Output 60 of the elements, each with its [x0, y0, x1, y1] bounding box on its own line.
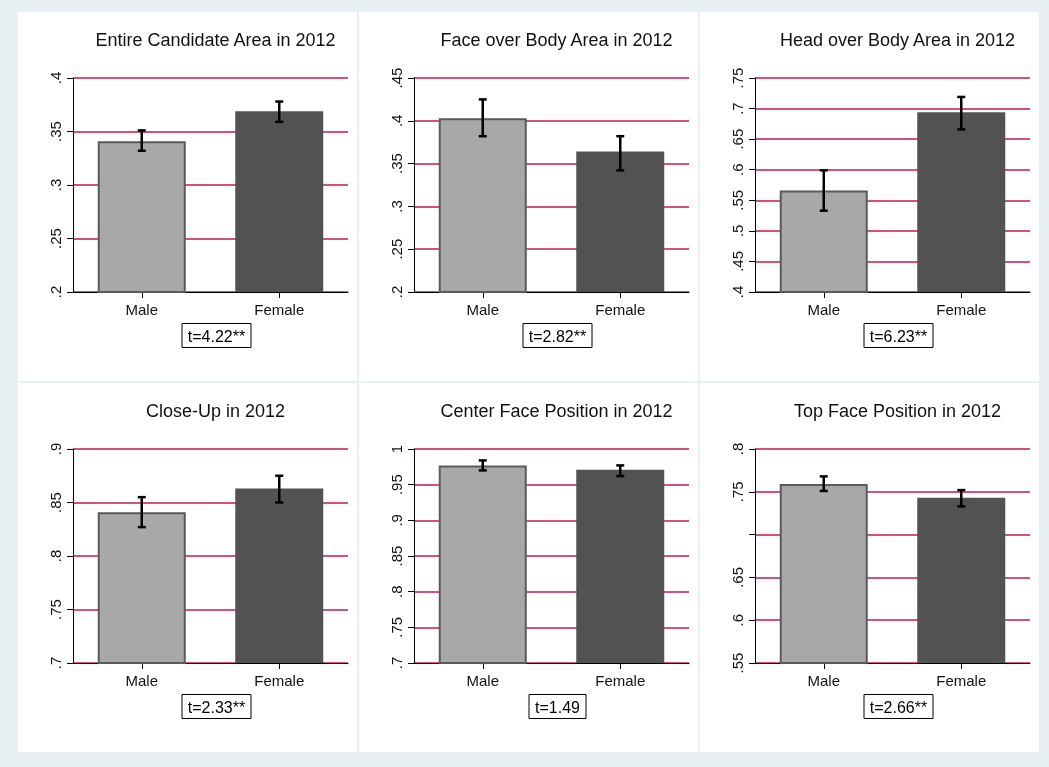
x-tick-label: Male [807, 672, 841, 689]
y-tick-label: .7 [729, 102, 746, 115]
y-tick-label: .3 [388, 200, 405, 213]
y-tick-label: .95 [388, 474, 405, 496]
y-tick-label: .8 [47, 549, 64, 563]
y-tick-label: .8 [388, 585, 405, 598]
y-tick-label: .4 [47, 71, 64, 85]
y-tick-label: .75 [388, 616, 405, 638]
chart-title: Entire Candidate Area in 2012 [95, 30, 336, 50]
y-tick-label: .7 [47, 656, 64, 670]
chart-title: Head over Body Area in 2012 [779, 30, 1016, 50]
y-tick-label: 1 [388, 444, 405, 454]
y-tick-label: .2 [388, 285, 405, 299]
y-tick-label: .75 [729, 481, 746, 503]
text: t=4.22** [187, 327, 246, 345]
x-tick-label: Female [254, 301, 305, 318]
y-tick-label: .4 [388, 114, 405, 128]
y-tick-label: .25 [388, 238, 405, 260]
y-tick-label: .55 [729, 189, 746, 211]
y-tick-label: .35 [388, 153, 405, 175]
y-tick-label: .4 [729, 285, 746, 299]
text: t=1.49 [535, 698, 581, 716]
y-tick-label: .35 [47, 121, 64, 142]
y-tick-label: .75 [47, 599, 64, 620]
y-tick-label: .55 [729, 652, 746, 674]
x-tick-label: Male [125, 672, 159, 689]
x-tick-label: Male [466, 301, 500, 318]
x-tick-label: Male [466, 672, 500, 689]
y-tick-label: .85 [388, 545, 405, 567]
y-tick-label: .75 [729, 67, 746, 89]
y-tick-label: .85 [47, 492, 64, 513]
y-tick-label: .6 [729, 613, 746, 627]
y-tick-label: .5 [729, 224, 746, 238]
chart-title: Close-Up in 2012 [145, 401, 286, 421]
x-tick-label: Male [125, 301, 159, 318]
x-tick-label: Female [936, 672, 987, 689]
x-tick-label: Female [595, 301, 646, 318]
y-tick-label: .65 [729, 128, 746, 150]
chart-title: Center Face Position in 2012 [440, 401, 673, 421]
y-tick-label: .25 [47, 228, 64, 249]
text: t=6.23** [869, 327, 928, 345]
x-tick-label: Female [254, 672, 305, 689]
y-tick-label: .9 [47, 442, 64, 456]
text: t=2.66** [869, 698, 928, 716]
text: t=2.82** [528, 327, 587, 345]
y-tick-label: .45 [388, 67, 405, 89]
y-tick-label: .9 [388, 514, 405, 527]
x-tick-label: Female [595, 672, 646, 689]
chart-title: Top Face Position in 2012 [793, 401, 1002, 421]
x-tick-label: Female [936, 301, 987, 318]
y-tick-label: .3 [47, 178, 64, 192]
y-tick-label: .8 [729, 442, 746, 456]
y-tick-label: .7 [388, 656, 405, 670]
text: t=2.33** [187, 698, 246, 716]
y-tick-label: .6 [729, 163, 746, 176]
chart-title: Face over Body Area in 2012 [440, 30, 673, 50]
x-tick-label: Male [807, 301, 841, 318]
y-tick-label: .45 [729, 251, 746, 272]
y-tick-label: .65 [729, 566, 746, 588]
y-tick-label: .2 [47, 285, 64, 299]
